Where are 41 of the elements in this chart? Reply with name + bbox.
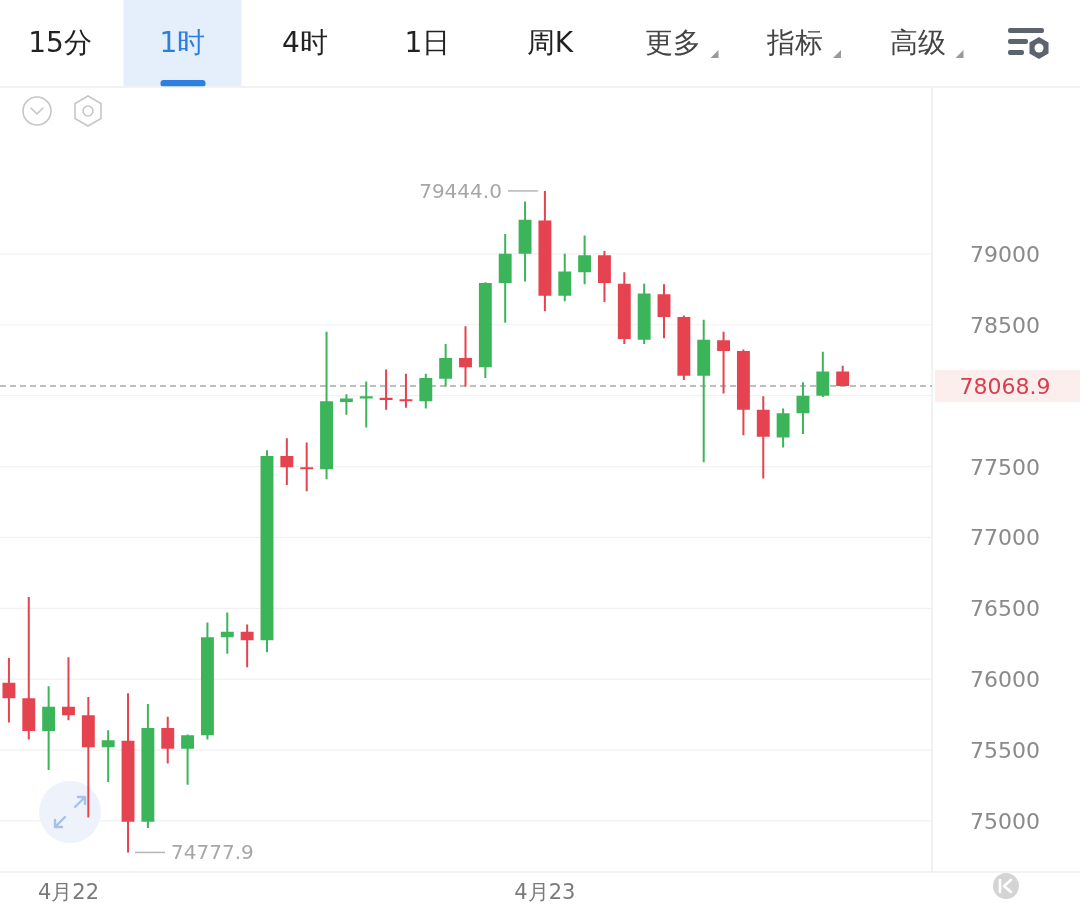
- candlestick: [280, 438, 294, 485]
- candlestick: [459, 326, 472, 387]
- candlestick: [399, 373, 413, 408]
- text: 高级: [889, 25, 946, 59]
- y-tick-label: 77500: [970, 454, 1040, 480]
- text: 周K: [526, 25, 574, 59]
- x-tick-label: 4月22: [37, 880, 100, 904]
- y-tick-label: 75500: [970, 737, 1040, 763]
- y-tick-label: 78500: [970, 312, 1040, 338]
- candlestick: [498, 234, 512, 323]
- text: 指标: [766, 25, 823, 59]
- candlestick: [42, 686, 56, 770]
- text: 15分: [28, 25, 92, 59]
- text: 4时: [282, 25, 328, 59]
- annotation: 74777.9: [171, 840, 254, 865]
- candlestick: [300, 442, 314, 492]
- candlestick: [181, 734, 195, 785]
- y-tick-label: 77000: [970, 524, 1040, 550]
- candlestick: [22, 596, 36, 740]
- y-tick-label: 75000: [970, 808, 1040, 834]
- candlestick: [161, 716, 175, 764]
- x-tick-label: 4月23: [514, 880, 576, 904]
- candlestick: [81, 696, 95, 818]
- candlestick: [62, 657, 75, 721]
- y-tick-label: 76000: [970, 666, 1040, 692]
- candlestick: [578, 235, 592, 285]
- text: 更多: [644, 25, 701, 59]
- candlestick: [697, 319, 711, 463]
- ref-line-label: 78068.9: [959, 373, 1051, 399]
- text: 1时: [159, 25, 206, 59]
- candlestick: [359, 381, 373, 428]
- candlestick: [717, 331, 731, 394]
- candlestick: [339, 394, 353, 415]
- y-tick-label: 76500: [970, 595, 1040, 621]
- text: 1日: [404, 25, 451, 59]
- candlestick: [101, 730, 115, 782]
- annotation: 79444.0: [419, 178, 502, 203]
- candlestick: [379, 369, 393, 410]
- candlestick: [756, 396, 770, 479]
- candlestick: [439, 343, 453, 387]
- y-tick-label: 79000: [970, 241, 1040, 267]
